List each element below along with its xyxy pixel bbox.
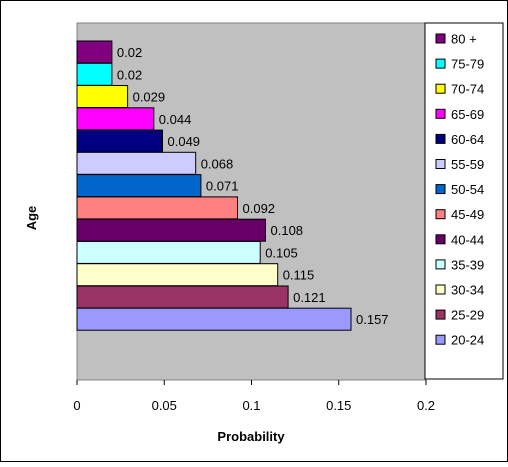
bar-70-74 [76, 85, 129, 108]
data-label-75-79: 0.02 [117, 67, 142, 82]
legend-label: 25-29 [451, 308, 484, 323]
bar-35-39 [76, 240, 261, 264]
legend-box [424, 22, 504, 380]
bar-50-54 [76, 174, 202, 198]
data-label-25-29: 0.121 [293, 290, 326, 305]
legend-swatch [435, 259, 446, 270]
y-axis-title: Age [24, 206, 39, 231]
legend-swatch [435, 133, 446, 144]
legend-swatch [435, 209, 446, 220]
legend-label: 20-24 [451, 333, 484, 348]
legend-label: 50-54 [451, 182, 484, 197]
x-tick-label: 0.2 [417, 398, 435, 413]
legend-swatch [435, 234, 446, 245]
legend-swatch [435, 83, 446, 94]
data-label-65-69: 0.044 [159, 112, 192, 127]
bar-25-29 [76, 285, 289, 309]
data-labels-group: 0.157 0.121 0.115 0.105 0.108 0.092 0.071 0.068… [117, 45, 389, 327]
bar-20-24 [76, 307, 352, 331]
x-tick-label: 0 [73, 398, 80, 413]
legend-label: 80 + [451, 32, 477, 47]
x-tick-label: 0.1 [242, 398, 260, 413]
legend-label: 55-59 [451, 157, 484, 172]
legend-swatch [435, 334, 446, 345]
legend-label: 65-69 [451, 107, 484, 122]
legend-label: 35-39 [451, 257, 484, 272]
legend-swatch [435, 284, 446, 295]
data-label-20-24: 0.157 [356, 312, 389, 327]
bar-75-79 [76, 62, 113, 86]
data-label-55-59: 0.068 [201, 156, 234, 171]
data-label-80: 0.02 [117, 45, 142, 60]
bar-30-34 [76, 263, 279, 287]
data-label-30-34: 0.115 [283, 268, 315, 283]
legend-label: 30-34 [451, 283, 484, 298]
legend-swatch [435, 184, 446, 195]
bar-55-59 [76, 151, 197, 175]
x-tick-label: 0.05 [152, 398, 177, 413]
x-axis-title: Probability [217, 429, 285, 444]
data-label-35-39: 0.105 [265, 245, 298, 260]
legend-swatch [435, 33, 446, 44]
data-label-70-74: 0.029 [133, 90, 166, 105]
x-axis: 0 0.05 0.1 0.15 0.2 [73, 380, 435, 413]
data-label-40-44: 0.108 [271, 223, 304, 238]
bar-40-44 [76, 218, 266, 242]
legend-swatch [435, 159, 446, 169]
bar-80 [76, 40, 113, 64]
data-label-60-64: 0.049 [168, 134, 201, 149]
bar-60-64 [76, 129, 163, 153]
data-label-45-49: 0.092 [243, 201, 276, 216]
bar-45-49 [76, 196, 238, 220]
legend-label: 60-64 [451, 132, 484, 147]
legend-swatch [435, 58, 446, 69]
x-tick-label: 0.15 [326, 398, 351, 413]
bar-65-69 [76, 107, 155, 131]
legend-label: 70-74 [451, 82, 484, 97]
legend-swatch [435, 309, 446, 320]
legend-label: 40-44 [451, 232, 484, 247]
legend-label: 45-49 [451, 207, 484, 222]
bars-group [76, 40, 352, 331]
legend-label: 75-79 [451, 57, 484, 72]
legend-swatch [435, 108, 446, 119]
legend: 80 + 75-79 70-74 65-69 60-64 55-59 50-54 45-49 4… [435, 32, 484, 348]
data-label-50-54: 0.071 [206, 179, 239, 194]
